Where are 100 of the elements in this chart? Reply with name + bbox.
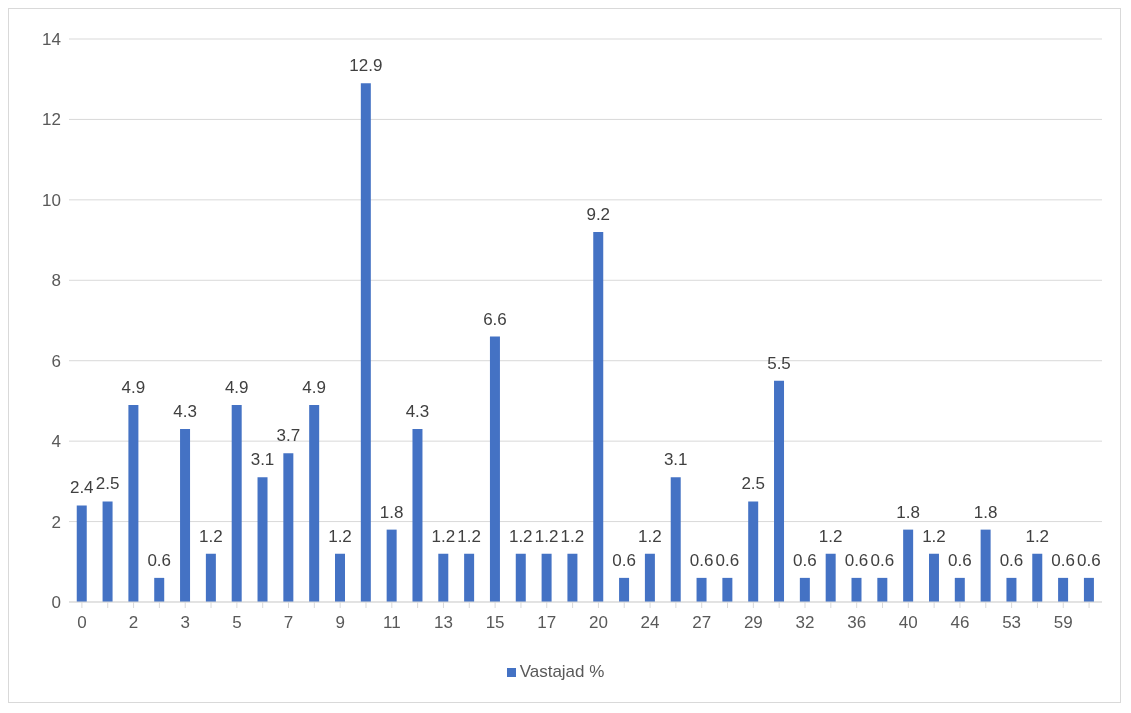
bar (515, 553, 526, 602)
data-label: 2.5 (741, 474, 766, 494)
bar (412, 429, 423, 602)
data-label: 4.9 (302, 377, 326, 397)
bar (644, 553, 655, 602)
data-label: 1.2 (508, 526, 533, 546)
bar (283, 453, 294, 602)
bar (76, 505, 87, 602)
bar (335, 553, 345, 602)
y-tick-label: 8 (51, 271, 61, 291)
data-label: 0.6 (844, 550, 869, 570)
bar (567, 553, 578, 602)
bar (877, 577, 888, 602)
bar (774, 380, 785, 602)
data-label: 1.2 (328, 526, 352, 546)
x-tick-label: 2 (128, 613, 139, 633)
x-tick-label: 59 (1053, 613, 1073, 633)
bar (1058, 577, 1069, 602)
data-label: 1.2 (1025, 526, 1050, 546)
bar (231, 404, 242, 602)
x-tick-label: 17 (537, 613, 557, 633)
data-label: 4.9 (121, 377, 146, 397)
bar (851, 577, 862, 602)
x-tick-label: 20 (588, 613, 608, 633)
bar (670, 477, 681, 602)
x-tick-label: 46 (950, 613, 970, 633)
bar (928, 553, 939, 602)
y-tick-label: 4 (51, 432, 61, 452)
data-label: 2.5 (95, 474, 120, 494)
data-label: 1.8 (896, 502, 920, 522)
data-label: 0.6 (715, 550, 740, 570)
data-label: 1.2 (534, 526, 559, 546)
x-tick-label: 7 (283, 613, 294, 633)
bar (722, 577, 733, 602)
data-label: 3.1 (250, 450, 275, 470)
x-tick-label: 40 (898, 613, 918, 633)
y-tick-label: 12 (42, 110, 61, 130)
bar (205, 553, 216, 602)
x-tick-label: 15 (485, 613, 505, 633)
bar (903, 529, 914, 602)
data-label: 1.2 (818, 526, 843, 546)
data-label: 3.7 (276, 426, 301, 446)
data-label: 1.2 (922, 526, 946, 546)
bar (541, 553, 552, 602)
bar (257, 477, 268, 602)
data-label: 5.5 (767, 353, 791, 373)
bar (1006, 577, 1017, 602)
data-label: 0.6 (947, 550, 972, 570)
x-tick-label: 0 (77, 613, 87, 633)
data-label: 2.4 (69, 478, 94, 498)
x-tick-label: 13 (434, 613, 453, 633)
bar (360, 83, 371, 602)
bar (438, 553, 449, 602)
data-label: 6.6 (483, 309, 507, 329)
bar (1032, 553, 1043, 602)
data-label: 1.2 (431, 526, 456, 546)
bar (386, 529, 397, 602)
x-tick-label: 36 (847, 613, 867, 633)
data-label: 0.6 (793, 550, 817, 570)
y-tick-label: 10 (42, 190, 61, 210)
x-tick-label: 53 (1002, 613, 1022, 633)
y-tick-label: 0 (51, 593, 61, 613)
x-tick-label: 32 (795, 613, 815, 633)
x-tick-label: 24 (640, 613, 660, 633)
bar (825, 553, 836, 602)
bar (980, 529, 991, 602)
data-label: 4.3 (173, 402, 197, 422)
data-label: 4.9 (224, 377, 249, 397)
data-label: 1.2 (638, 526, 662, 546)
data-label: 1.8 (379, 502, 404, 522)
data-label: 0.6 (870, 550, 895, 570)
y-tick-label: 6 (51, 351, 61, 371)
bar (748, 501, 759, 602)
bar (154, 577, 165, 602)
y-tick-label: 14 (42, 30, 61, 50)
data-label: 0.6 (1051, 550, 1075, 570)
bar (593, 232, 604, 602)
x-tick-label: 5 (232, 613, 242, 633)
data-label: 1.2 (199, 526, 223, 546)
data-label: 0.6 (1077, 550, 1101, 570)
data-label: 9.2 (586, 205, 611, 225)
bar (1083, 577, 1094, 602)
bar (799, 577, 810, 602)
bar (696, 577, 707, 602)
data-label: 1.8 (973, 502, 998, 522)
x-tick-label: 27 (692, 613, 712, 633)
x-tick-label: 11 (382, 613, 401, 633)
bar (128, 404, 139, 602)
bar (464, 553, 475, 602)
data-label: 0.6 (147, 550, 172, 570)
bar (102, 501, 113, 602)
x-tick-label: 3 (180, 613, 190, 633)
data-label: 1.2 (457, 526, 481, 546)
x-tick-label: 9 (335, 613, 345, 633)
data-label: 12.9 (349, 56, 383, 76)
data-label: 4.3 (405, 402, 430, 422)
data-label: 3.1 (663, 450, 688, 470)
legend-label: Vastajad % (519, 662, 605, 681)
x-tick-label: 29 (743, 613, 763, 633)
bar (180, 429, 191, 602)
